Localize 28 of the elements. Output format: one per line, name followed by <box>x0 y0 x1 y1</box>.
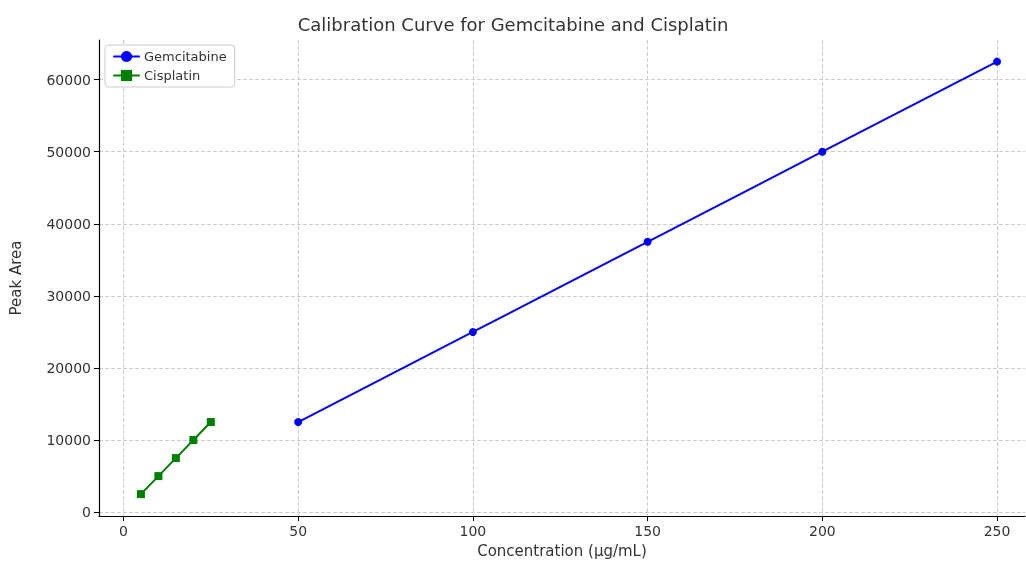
point <box>206 418 215 427</box>
y-tick-label: 60000 <box>46 71 91 88</box>
point <box>818 147 827 156</box>
x-tick-label: 200 <box>808 523 836 540</box>
point <box>993 57 1002 66</box>
y-tick-label: 20000 <box>46 359 91 376</box>
x-axis-title: Concentration (µg/mL) <box>477 541 647 560</box>
point <box>136 490 145 499</box>
point <box>154 472 163 481</box>
point <box>468 327 477 336</box>
point <box>643 237 652 246</box>
y-tick-label: 40000 <box>46 215 91 232</box>
y-tick-label: 0 <box>82 504 91 521</box>
y-tick-label: 30000 <box>46 287 91 304</box>
y-axis-title: Peak Area <box>6 240 25 316</box>
y-tick-label: 50000 <box>46 143 91 160</box>
x-tick-label: 150 <box>634 523 661 540</box>
legend-label: Gemcitabine <box>144 49 227 64</box>
y-tick-label: 10000 <box>46 432 91 449</box>
x-tick-label: 250 <box>983 523 1011 540</box>
chart-title: Calibration Curve for Gemcitabine and Cisplatin <box>297 13 729 35</box>
point <box>171 454 180 463</box>
x-tick-label: 50 <box>289 523 308 540</box>
point <box>294 418 303 427</box>
x-tick-label: 0 <box>119 523 128 540</box>
legend-label: Cisplatin <box>144 68 201 83</box>
point <box>189 436 198 445</box>
x-tick-label: 100 <box>459 523 487 540</box>
